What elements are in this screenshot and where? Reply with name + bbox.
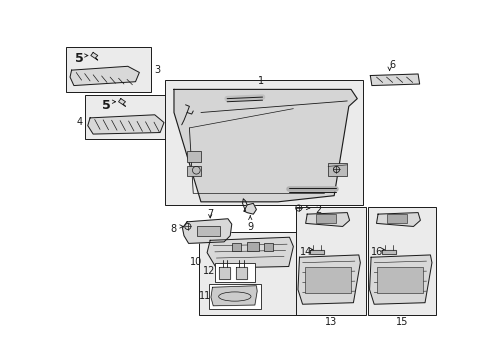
- Text: 16: 16: [370, 247, 383, 257]
- Polygon shape: [297, 255, 360, 304]
- Text: 9: 9: [246, 222, 253, 232]
- Bar: [199, 232, 305, 315]
- Polygon shape: [118, 99, 125, 106]
- Polygon shape: [207, 237, 293, 268]
- Polygon shape: [310, 249, 324, 254]
- Bar: [386, 214, 406, 223]
- Text: 8: 8: [170, 224, 176, 234]
- Text: 5: 5: [102, 99, 111, 112]
- Bar: [305, 266, 350, 293]
- Polygon shape: [70, 66, 139, 86]
- Text: 12: 12: [202, 266, 214, 276]
- Text: 6: 6: [389, 60, 395, 70]
- Bar: [187, 151, 201, 162]
- Text: 7: 7: [206, 209, 213, 219]
- Polygon shape: [305, 213, 349, 226]
- Bar: [376, 266, 422, 293]
- Text: 15: 15: [395, 317, 407, 327]
- Bar: [296, 207, 365, 315]
- Polygon shape: [376, 213, 420, 226]
- Bar: [85, 95, 170, 139]
- Polygon shape: [182, 219, 231, 243]
- Bar: [231, 243, 241, 251]
- Bar: [367, 207, 435, 315]
- Bar: [208, 284, 261, 309]
- Text: 11: 11: [199, 291, 211, 301]
- Polygon shape: [87, 115, 163, 134]
- Polygon shape: [236, 266, 246, 279]
- Polygon shape: [369, 74, 419, 86]
- Text: 3: 3: [154, 65, 161, 75]
- Polygon shape: [219, 266, 230, 279]
- Text: 4: 4: [76, 117, 82, 127]
- Bar: [316, 214, 335, 223]
- Text: 2: 2: [314, 205, 321, 215]
- Bar: [264, 243, 273, 251]
- Bar: [246, 242, 258, 251]
- Bar: [187, 166, 201, 176]
- Text: 13: 13: [325, 317, 337, 327]
- Bar: [214, 264, 254, 282]
- Bar: [66, 47, 151, 92]
- Bar: [197, 226, 220, 236]
- Polygon shape: [369, 255, 431, 304]
- Text: 10: 10: [190, 257, 202, 267]
- Bar: [164, 80, 363, 205]
- Text: 1: 1: [257, 76, 264, 86]
- Bar: [327, 163, 346, 176]
- Text: 14: 14: [299, 247, 311, 257]
- Polygon shape: [174, 89, 357, 202]
- Polygon shape: [244, 203, 256, 214]
- Polygon shape: [91, 53, 98, 60]
- Polygon shape: [210, 286, 257, 306]
- Text: 5: 5: [75, 53, 83, 66]
- Polygon shape: [381, 249, 395, 254]
